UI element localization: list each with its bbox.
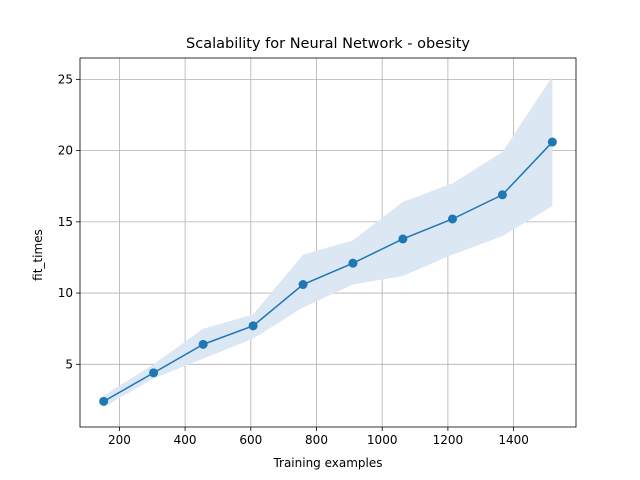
line-layer	[103, 141, 553, 403]
y-axis-label: fit_times	[31, 229, 45, 281]
chart-title: Scalability for Neural Network - obesity	[186, 36, 470, 52]
data-point	[248, 321, 258, 331]
data-point	[198, 339, 208, 349]
x-tick-label: 1200	[433, 433, 464, 447]
y-tick-label: 15	[58, 215, 73, 229]
data-point	[99, 396, 109, 406]
data-point	[149, 368, 159, 378]
x-tick-label: 400	[174, 433, 197, 447]
axis-layer: 200 400 600 800 1000 1200 1400 5 10 15 20 25	[58, 57, 577, 447]
axes-frame	[79, 57, 577, 428]
y-tick-label: 10	[58, 286, 73, 300]
marker-layer	[99, 137, 557, 406]
x-tick-label: 1000	[367, 433, 398, 447]
data-point	[547, 137, 557, 147]
band-layer	[103, 76, 553, 408]
x-tick-label: 200	[108, 433, 131, 447]
data-point	[298, 280, 308, 290]
x-tick-label: 1400	[498, 433, 529, 447]
y-tick-label: 25	[58, 72, 73, 86]
y-tick-label: 5	[65, 357, 73, 371]
data-point	[348, 258, 358, 268]
data-point	[398, 234, 408, 244]
y-tick-label: 20	[58, 144, 73, 158]
x-axis-label: Training examples	[272, 456, 382, 470]
data-point	[497, 190, 507, 200]
x-tick-label: 600	[239, 433, 262, 447]
x-tick-label: 800	[305, 433, 328, 447]
std-band	[103, 76, 553, 408]
data-point	[447, 214, 457, 224]
series-line	[103, 141, 553, 403]
